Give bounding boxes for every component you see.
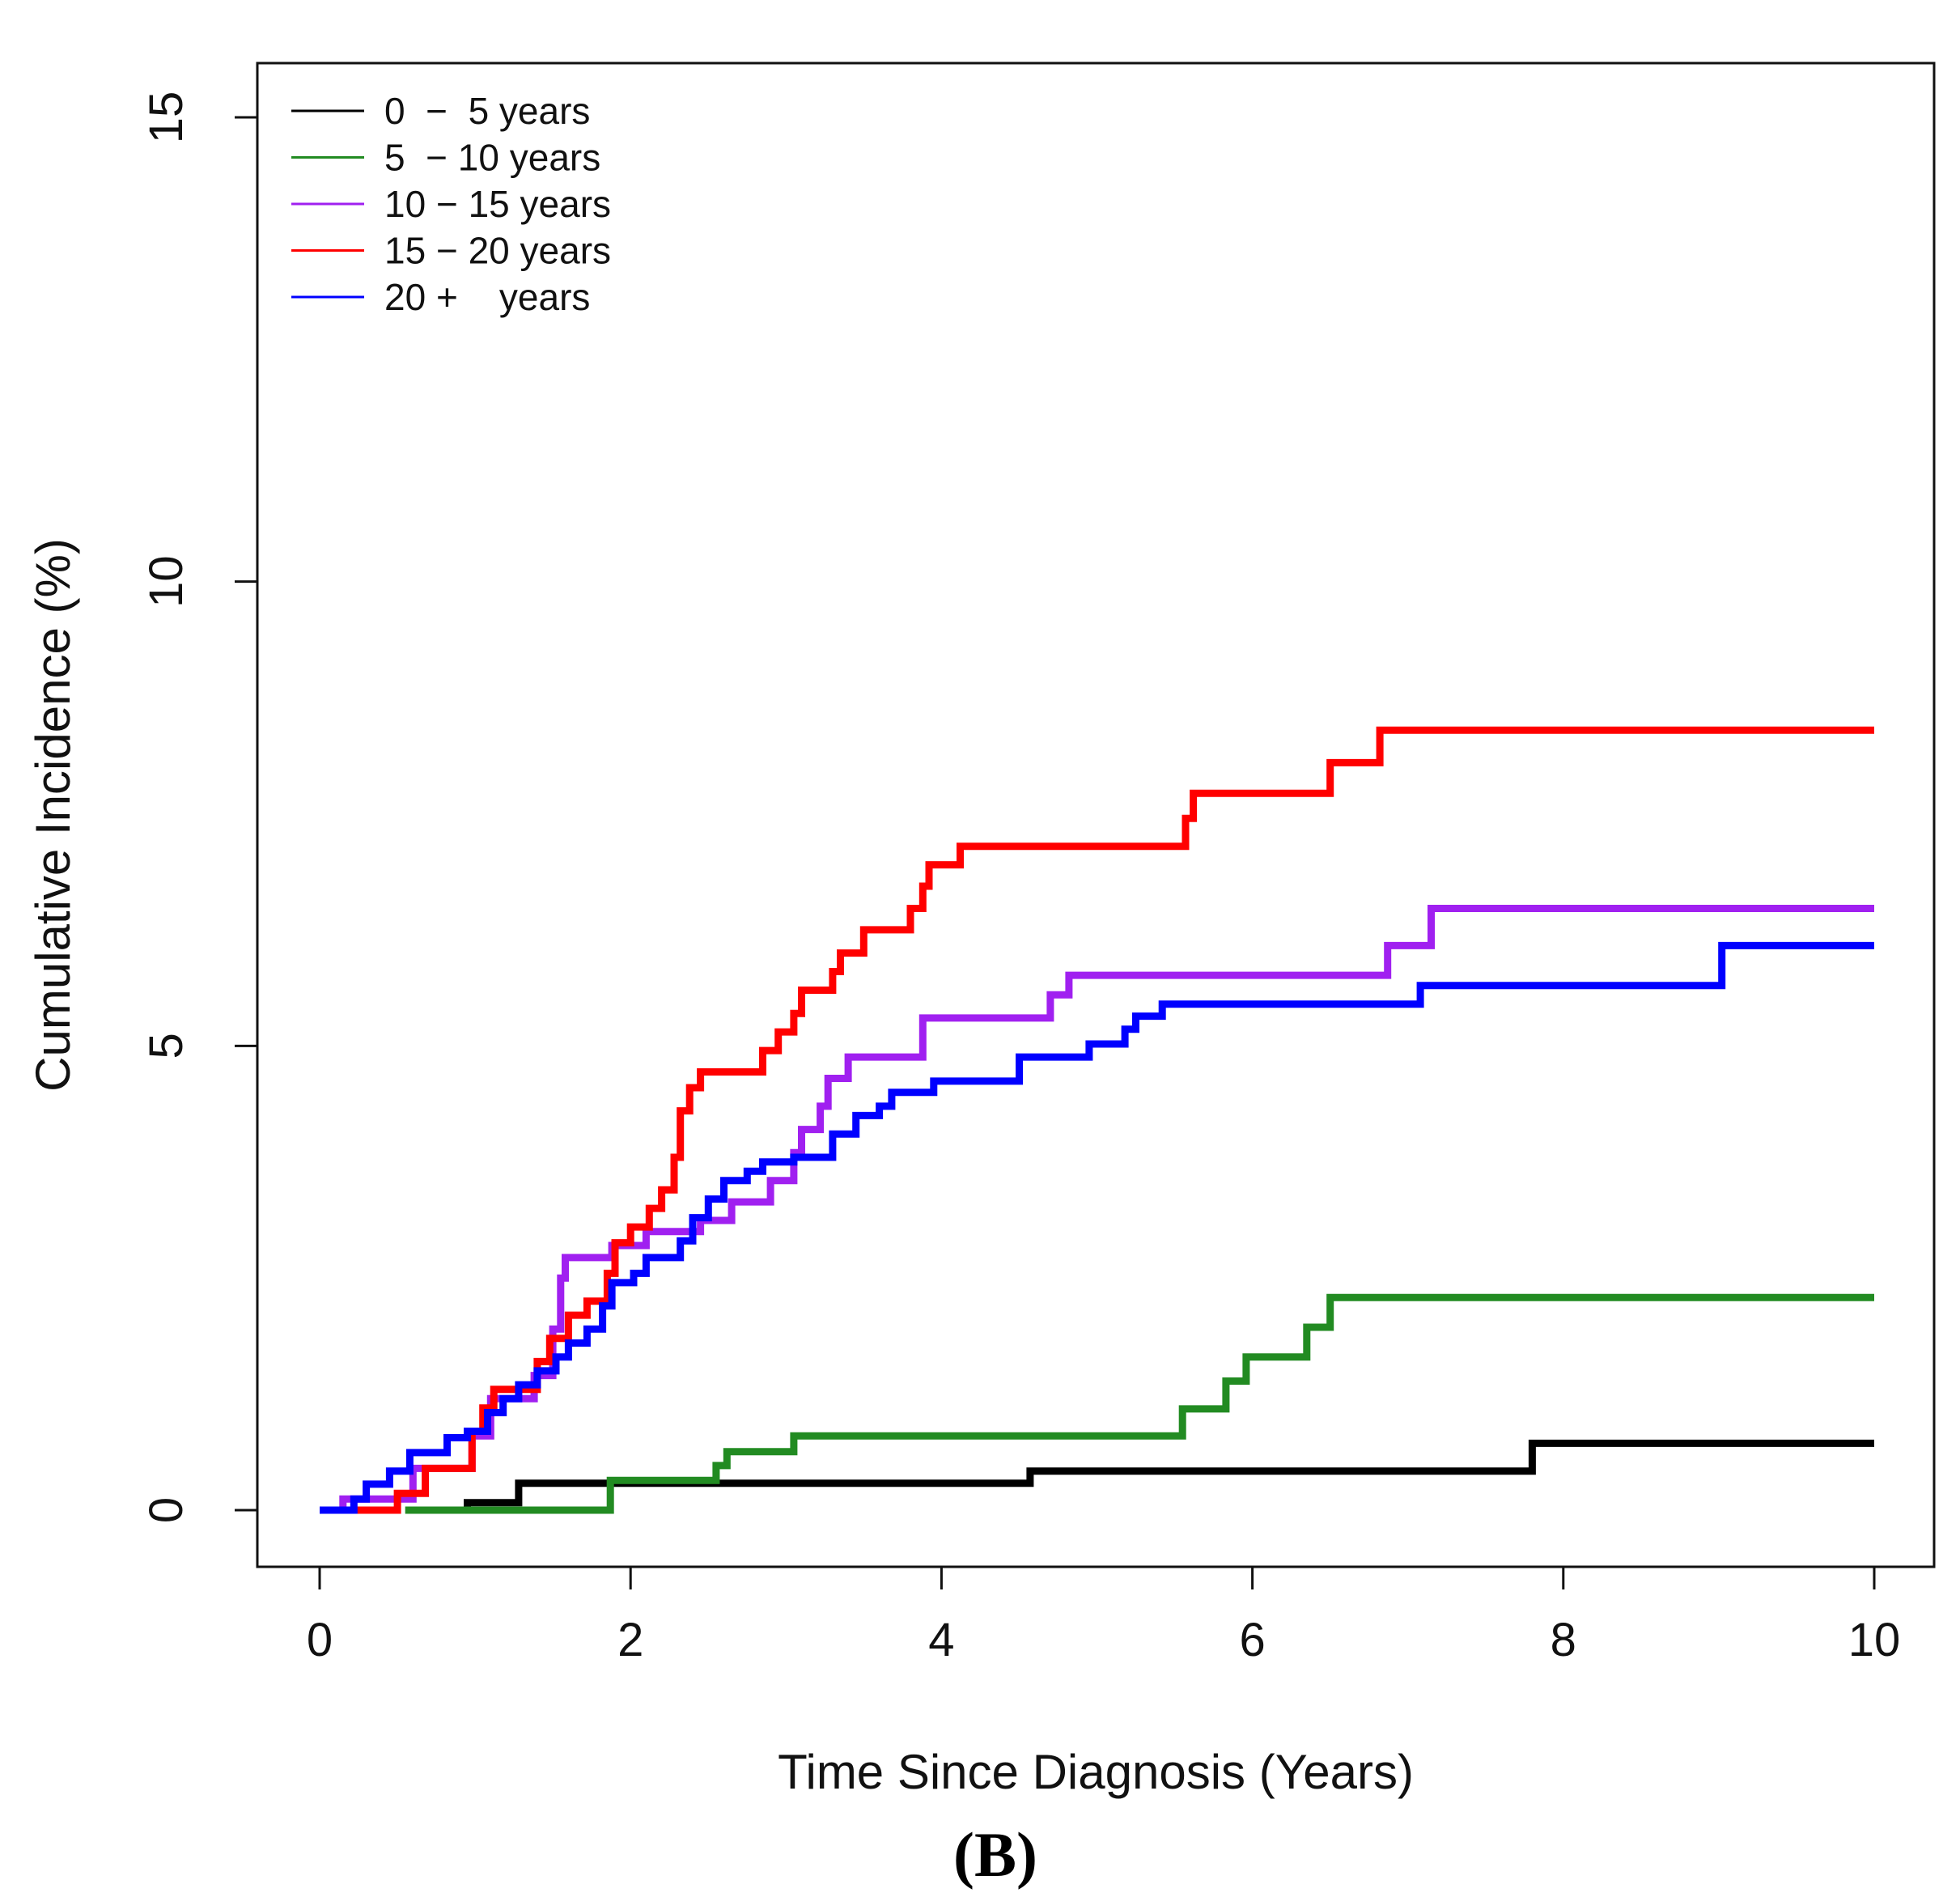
y-tick-label: 5 bbox=[140, 1033, 193, 1059]
legend-label: 0 − 5 years bbox=[384, 90, 590, 132]
x-axis: 0 2 4 6 8 10 bbox=[307, 1565, 1901, 1666]
series-line-4 bbox=[354, 726, 1874, 1514]
figure-caption: (B) bbox=[953, 1819, 1037, 1890]
series-line-1 bbox=[464, 1439, 1874, 1510]
y-axis: 0 5 10 15 bbox=[140, 91, 259, 1523]
legend-label: 20 + years bbox=[384, 276, 590, 318]
x-tick-label: 4 bbox=[928, 1614, 954, 1666]
x-tick-label: 8 bbox=[1551, 1614, 1576, 1666]
y-tick-label: 15 bbox=[140, 91, 193, 144]
y-tick-label: 10 bbox=[140, 555, 193, 608]
legend-label: 15 − 20 years bbox=[384, 230, 611, 272]
x-axis-title: Time Since Diagnosis (Years) bbox=[778, 1745, 1414, 1799]
legend-label: 5 − 10 years bbox=[384, 137, 600, 179]
x-tick-label: 0 bbox=[307, 1614, 333, 1666]
x-tick-label: 6 bbox=[1239, 1614, 1265, 1666]
series-line-2 bbox=[405, 1293, 1874, 1514]
series-line-5 bbox=[320, 941, 1874, 1514]
series-line-3 bbox=[339, 905, 1874, 1510]
y-tick-label: 0 bbox=[140, 1497, 193, 1523]
y-axis-title: Cumulative Incidence (%) bbox=[26, 538, 80, 1092]
series-layer bbox=[320, 726, 1874, 1514]
legend-label: 10 − 15 years bbox=[384, 183, 611, 225]
x-tick-label: 10 bbox=[1848, 1614, 1901, 1666]
x-tick-label: 2 bbox=[617, 1614, 643, 1666]
